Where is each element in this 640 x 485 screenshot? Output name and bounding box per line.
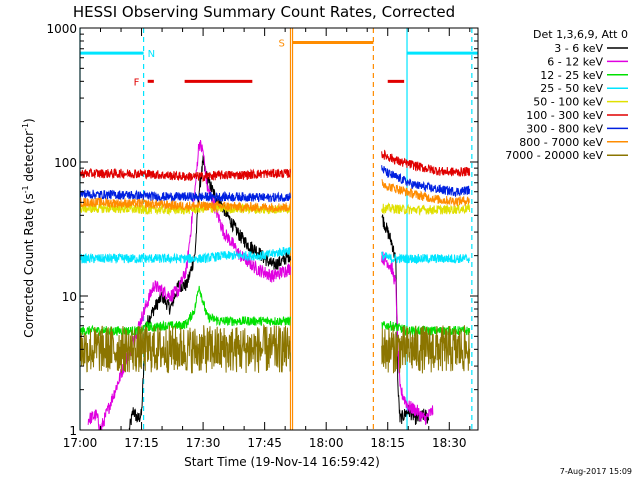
y-axis-label-part: ) — [22, 118, 36, 123]
series-line — [381, 325, 471, 374]
y-axis-label: Corrected Count Rate (s-1 detector-1) — [21, 118, 36, 337]
series-line — [80, 167, 291, 183]
x-tick-label: 18:30 — [432, 436, 467, 450]
x-tick-label: 18:00 — [309, 436, 344, 450]
legend-header: Det 1,3,6,9, Att 0 — [533, 28, 628, 41]
chart-title: HESSI Observing Summary Count Rates, Cor… — [73, 3, 455, 21]
axes: 1000 100 10 117:00 17:15 17:30 17:45 18:00 18:15… — [46, 22, 479, 450]
legend-entry-label: 50 - 100 keV — [533, 96, 603, 109]
series-line — [80, 246, 291, 265]
legend-entry-label: 100 - 300 keV — [526, 109, 603, 122]
y-axis-label-part: Corrected Count Rate (s — [22, 193, 36, 337]
footer-date: 7-Aug-2017 15:09 — [560, 467, 632, 476]
y-axis-label-sup: -1 — [21, 185, 30, 193]
series-line — [381, 251, 434, 425]
legend-entry-label: 3 - 6 keV — [554, 42, 603, 55]
series-line — [80, 323, 291, 374]
series-line — [128, 155, 291, 430]
legend-entry-label: 300 - 800 keV — [526, 122, 603, 135]
legend-entry-label: 800 - 7000 keV — [519, 136, 603, 149]
y-tick-label: 10 — [62, 290, 77, 304]
series-line — [381, 251, 471, 265]
plot-frame — [79, 27, 479, 431]
legend-entry-label: 6 - 12 keV — [547, 55, 603, 68]
series-line — [381, 202, 471, 217]
x-axis-label: Start Time (19-Nov-14 16:59:42) — [184, 455, 380, 469]
y-tick-label: 100 — [54, 156, 77, 170]
y-tick-label: 1000 — [46, 22, 77, 36]
flag-annotation: F — [134, 77, 140, 88]
plot-area: N F S — [79, 28, 478, 430]
y-axis-label-part: detector — [22, 131, 36, 186]
flag-annotation: N — [148, 49, 155, 60]
legend-entry-label: 25 - 50 keV — [540, 82, 603, 95]
y-axis-label-sup: -1 — [21, 123, 30, 131]
series-line — [80, 189, 291, 204]
series-line — [80, 197, 291, 214]
series-line — [381, 178, 471, 208]
series-line — [381, 165, 471, 198]
x-tick-label: 17:00 — [63, 436, 98, 450]
flag-annotation: S — [278, 38, 284, 49]
x-tick-label: 18:15 — [370, 436, 405, 450]
series-line — [80, 285, 291, 337]
y-tick-label: 1 — [69, 424, 77, 438]
x-tick-label: 17:15 — [124, 436, 159, 450]
x-tick-label: 17:30 — [186, 436, 221, 450]
legend-entry-label: 7000 - 20000 keV — [505, 149, 603, 162]
x-tick-label: 17:45 — [247, 436, 282, 450]
legend-entry-label: 12 - 25 keV — [540, 69, 603, 82]
series-line — [87, 140, 291, 430]
series-line — [381, 149, 471, 177]
